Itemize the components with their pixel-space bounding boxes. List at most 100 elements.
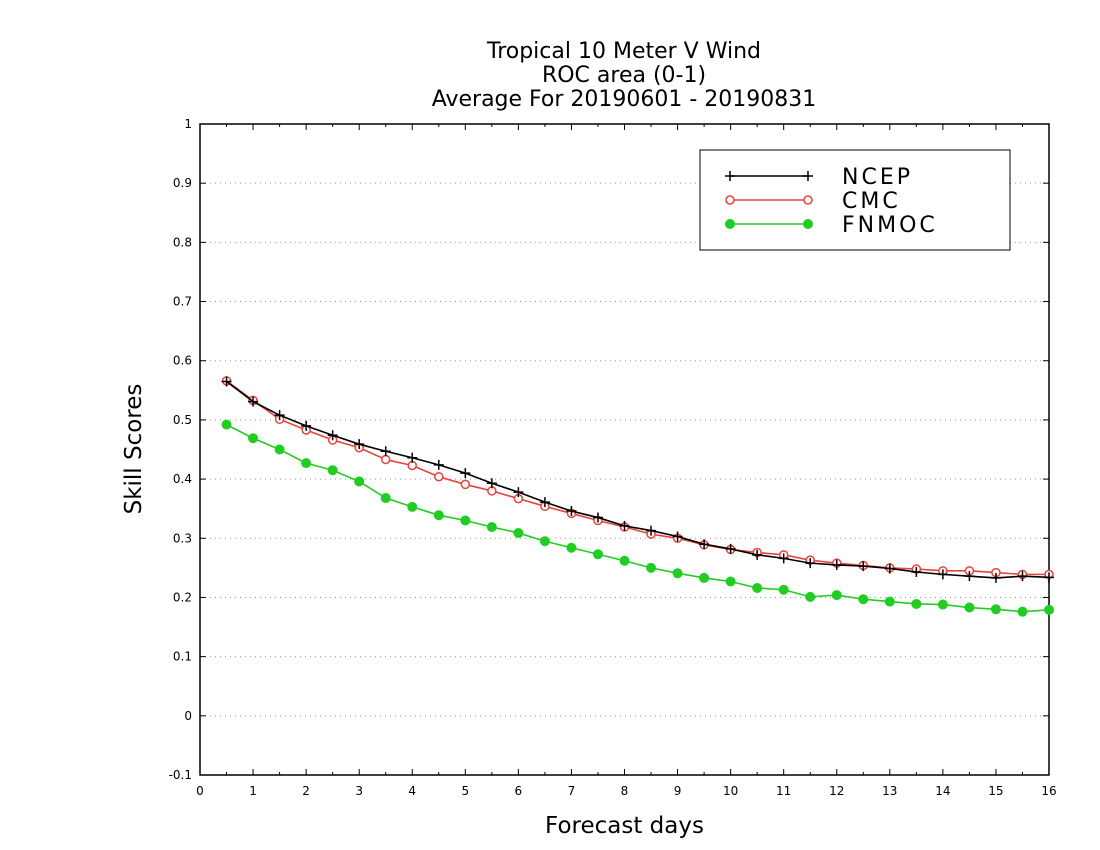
data-point	[884, 596, 895, 607]
series-group	[221, 376, 1054, 617]
legend-box	[699, 149, 1011, 251]
legend-item: CMC	[725, 189, 901, 214]
data-point	[274, 410, 285, 421]
data-point	[1017, 606, 1028, 617]
data-point	[327, 465, 338, 476]
legend-label: FNMOC	[842, 213, 938, 238]
data-point	[354, 476, 365, 487]
y-axis-ticks: -0.1 0 0.1 0.2 0.3 0.4 0.5 0.6 0.7 0.8 0.9 1	[169, 117, 1049, 782]
data-point	[990, 572, 1001, 583]
y-tick-label: 0.2	[173, 590, 192, 604]
data-point	[805, 591, 816, 602]
data-point	[803, 171, 813, 181]
y-tick-label: 0.7	[173, 295, 192, 309]
x-tick-label: 8	[621, 784, 629, 798]
title-line: ROC area (0-1)	[542, 63, 706, 88]
data-point	[725, 543, 736, 554]
data-point	[433, 459, 444, 470]
data-point	[725, 219, 735, 229]
x-tick-label: 15	[988, 784, 1003, 798]
data-point	[646, 525, 657, 536]
data-point	[407, 501, 418, 512]
data-point	[803, 195, 813, 205]
data-point	[380, 446, 391, 457]
data-point	[803, 219, 813, 229]
data-point	[380, 454, 391, 465]
x-tick-label: 3	[355, 784, 363, 798]
x-tick-label: 14	[935, 784, 950, 798]
data-point	[592, 512, 603, 523]
data-point	[990, 604, 1001, 615]
data-point	[831, 559, 842, 570]
y-tick-label: 0.1	[173, 650, 192, 664]
y-tick-label: -0.1	[169, 768, 192, 782]
series-fnmoc	[221, 419, 1054, 617]
data-point	[221, 376, 232, 387]
x-tick-label: 11	[776, 784, 791, 798]
data-point	[566, 542, 577, 553]
data-point	[486, 478, 497, 489]
data-point	[221, 419, 232, 430]
data-point	[805, 558, 816, 569]
x-tick-label: 2	[302, 784, 310, 798]
y-tick-label: 0.5	[173, 413, 192, 427]
data-point	[1017, 571, 1028, 582]
data-point	[858, 594, 869, 605]
data-point	[937, 569, 948, 580]
title-line: Average For 20190601 - 20190831	[432, 87, 817, 112]
data-point	[513, 527, 524, 538]
data-point	[539, 536, 550, 547]
legend-label: CMC	[842, 189, 901, 214]
data-point	[380, 493, 391, 504]
x-tick-label: 7	[568, 784, 576, 798]
data-point	[646, 562, 657, 573]
data-point	[460, 479, 471, 490]
series-line	[226, 423, 1050, 613]
gridlines	[200, 182, 1049, 717]
data-point	[699, 539, 710, 550]
data-point	[672, 568, 683, 579]
data-point	[699, 572, 710, 583]
legend-item: FNMOC	[725, 213, 938, 238]
x-tick-label: 1	[249, 784, 257, 798]
x-axis-label: Forecast days	[545, 813, 704, 839]
data-point	[301, 458, 312, 469]
data-point	[778, 553, 789, 564]
data-point	[858, 561, 869, 572]
y-tick-label: 1	[184, 117, 192, 131]
y-tick-label: 0	[184, 709, 192, 723]
data-point	[964, 571, 975, 582]
data-point	[566, 506, 577, 517]
data-point	[911, 598, 922, 609]
data-point	[831, 590, 842, 601]
data-point	[460, 468, 471, 479]
data-point	[1044, 604, 1054, 615]
legend-item: NCEP	[725, 165, 910, 190]
series-line	[226, 380, 1050, 579]
series-cmc	[221, 376, 1054, 580]
x-tick-label: 6	[515, 784, 523, 798]
data-point	[884, 563, 895, 574]
data-point	[964, 602, 975, 613]
series-ncep	[221, 376, 1054, 583]
data-point	[354, 439, 365, 450]
data-point	[486, 522, 497, 533]
data-point	[619, 555, 630, 566]
data-point	[433, 510, 444, 521]
data-point	[911, 567, 922, 578]
x-tick-label: 4	[408, 784, 416, 798]
x-tick-label: 13	[882, 784, 897, 798]
data-point	[937, 599, 948, 610]
data-point	[248, 396, 259, 407]
x-tick-label: 0	[196, 784, 204, 798]
y-tick-label: 0.9	[173, 176, 192, 190]
data-point	[672, 531, 683, 542]
y-axis-label: Skill Scores	[121, 384, 147, 515]
x-tick-label: 5	[461, 784, 469, 798]
data-point	[725, 171, 735, 181]
y-tick-label: 0.3	[173, 531, 192, 545]
data-point	[592, 549, 603, 560]
data-point	[274, 444, 285, 455]
